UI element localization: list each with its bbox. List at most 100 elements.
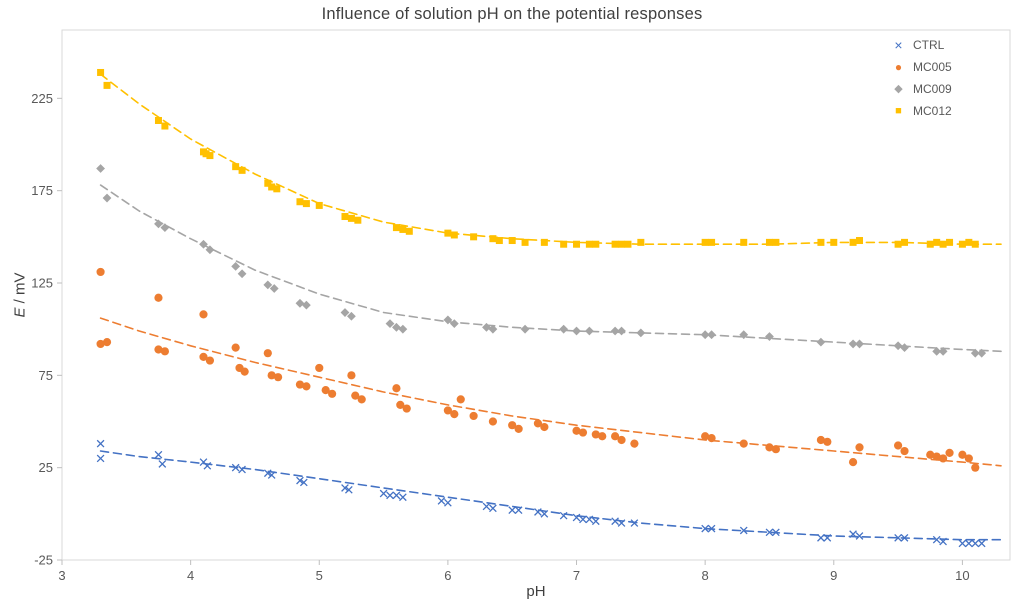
marker-circle	[630, 439, 639, 448]
x-tick-label: 10	[955, 568, 969, 583]
marker-x	[591, 517, 600, 526]
marker-x	[932, 535, 941, 544]
legend-item-MC005: ● MC005	[891, 56, 952, 78]
marker-square	[933, 238, 941, 246]
y-axis-label: E / mV	[12, 272, 29, 317]
marker-square	[926, 240, 934, 248]
marker-circle	[102, 337, 112, 347]
plot-border	[61, 29, 1011, 561]
marker-diamond	[385, 319, 395, 329]
marker-circle	[205, 356, 215, 365]
y-tick-label: 175	[31, 183, 53, 198]
legend-item-CTRL: × CTRL	[891, 34, 952, 56]
y-tick-label: 75	[39, 368, 53, 383]
marker-diamond	[482, 322, 491, 332]
marker-square	[444, 229, 452, 237]
marker-circle	[701, 432, 710, 441]
marker-circle	[578, 428, 588, 437]
trendline-MC012	[99, 73, 1002, 245]
marker-x	[977, 539, 986, 548]
x-tick-label: 4	[187, 568, 194, 583]
marker-x	[739, 526, 748, 535]
marker-circle	[823, 437, 832, 446]
marker-x	[971, 539, 980, 548]
marker-square	[965, 238, 973, 246]
marker-circle	[154, 345, 163, 354]
marker-square	[206, 152, 214, 160]
marker-square	[268, 183, 276, 191]
marker-circle	[263, 349, 272, 358]
marker-diamond	[938, 346, 948, 356]
marker-x	[154, 450, 163, 459]
marker-x	[96, 439, 105, 448]
marker-diamond	[707, 330, 716, 340]
marker-square	[399, 225, 407, 233]
marker-x	[964, 539, 973, 548]
marker-diamond	[700, 330, 710, 340]
marker-diamond	[617, 326, 626, 336]
marker-x	[579, 515, 587, 524]
series-MC005	[96, 267, 980, 472]
marker-square	[405, 227, 413, 235]
marker-square	[849, 238, 857, 246]
marker-square	[347, 214, 355, 222]
marker-square	[341, 213, 349, 221]
marker-square	[560, 240, 568, 248]
marker-circle	[402, 404, 411, 413]
marker-circle	[591, 430, 600, 439]
x-tick-label: 7	[573, 568, 580, 583]
marker-square	[508, 237, 516, 245]
marker-x	[630, 519, 639, 527]
marker-circle	[611, 432, 620, 441]
marker-circle	[240, 367, 249, 376]
marker-x	[392, 491, 401, 500]
marker-circle	[514, 424, 523, 433]
trendline-CTRL	[99, 450, 1002, 541]
marker-x	[263, 469, 272, 478]
marker-diamond	[559, 324, 569, 334]
marker-diamond	[102, 193, 112, 203]
marker-square	[894, 240, 902, 248]
marker-circle	[617, 435, 626, 445]
marker-x	[765, 528, 774, 537]
marker-square	[202, 150, 210, 158]
marker-x	[158, 460, 167, 468]
marker-diamond	[610, 326, 620, 336]
marker-square	[971, 240, 979, 248]
marker-square	[495, 237, 503, 245]
marker-square	[521, 238, 529, 246]
marker-square	[624, 240, 632, 248]
marker-x	[444, 498, 452, 507]
marker-diamond	[855, 339, 864, 349]
marker-square	[97, 68, 105, 76]
marker-x	[534, 508, 542, 516]
marker-square	[302, 200, 310, 208]
marker-diamond	[765, 332, 774, 341]
marker-x	[958, 539, 967, 548]
marker-circle	[456, 395, 465, 404]
marker-diamond	[301, 300, 311, 310]
marker-x	[707, 524, 716, 533]
marker-circle	[508, 421, 517, 430]
marker-square	[315, 201, 323, 209]
marker-circle	[540, 422, 549, 432]
marker-circle	[816, 435, 826, 445]
marker-circle	[295, 380, 305, 389]
marker-circle	[450, 410, 459, 419]
marker-square	[701, 238, 709, 246]
marker-square	[830, 238, 838, 246]
y-tick-label: 25	[39, 460, 53, 475]
marker-square	[489, 235, 497, 243]
marker-diamond	[154, 219, 163, 229]
x-tick-label: 9	[830, 568, 837, 583]
marker-x	[611, 517, 619, 526]
marker-circle	[945, 448, 954, 457]
marker-circle	[765, 443, 774, 452]
marker-x	[508, 506, 517, 514]
marker-square	[772, 238, 780, 246]
marker-x	[341, 484, 349, 492]
marker-circle	[392, 384, 401, 393]
marker-x	[299, 478, 308, 487]
legend-item-MC012: ■ MC012	[891, 100, 952, 122]
